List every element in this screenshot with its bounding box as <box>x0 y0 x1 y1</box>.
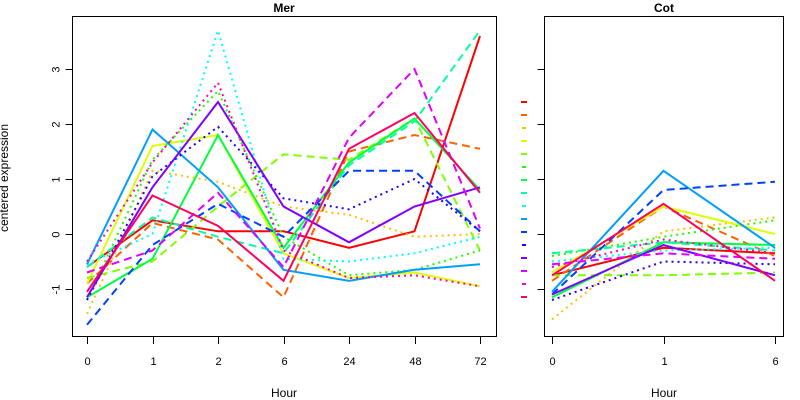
series-line-s3 <box>86 169 481 315</box>
series-line-s3 <box>551 216 776 321</box>
panel-cot: Cot 0 1 6 Hour <box>537 1 784 400</box>
panel-title-mer: Mer <box>273 1 295 15</box>
y-tick-label: -1 <box>51 285 63 295</box>
x-axis-mer: 0 1 2 6 24 48 72 <box>84 337 487 368</box>
series-line-s13 <box>551 243 776 296</box>
series-lines-mer <box>86 27 481 326</box>
series-line-s11 <box>551 180 776 296</box>
y-tick-label: 2 <box>51 121 63 127</box>
series-line-s1 <box>551 246 776 277</box>
x-axis-label-cot: Hour <box>651 386 677 400</box>
series-line-s12 <box>551 260 776 301</box>
series-line-s10 <box>86 127 481 282</box>
series-lines-cot <box>551 169 776 321</box>
series-line-s16 <box>86 111 481 293</box>
series-line-s9 <box>551 246 776 263</box>
x-axis-cot: 0 1 6 <box>549 337 779 368</box>
panel-mer: Mer -1 0 1 2 3 0 1 2 6 24 48 72 Hour <box>51 1 497 400</box>
series-line-s14 <box>86 67 481 274</box>
y-axis-label: centered expression <box>0 124 11 232</box>
plot-frame-cot <box>544 16 784 337</box>
series-line-s9 <box>86 27 481 266</box>
y-axis-mer: -1 0 1 2 3 <box>51 66 73 294</box>
series-line-s8 <box>86 29 481 268</box>
series-line-s1 <box>86 35 481 268</box>
y-tick-label: 1 <box>51 176 63 182</box>
y-axis-cot <box>537 69 545 290</box>
series-line-s16 <box>551 202 776 282</box>
x-tick-label: 6 <box>281 356 287 368</box>
x-axis-label-mer: Hour <box>271 386 297 400</box>
series-line-s14 <box>551 252 776 266</box>
series-line-s15 <box>551 238 776 268</box>
series-line-s5 <box>552 271 776 277</box>
x-tick-label: 1 <box>661 356 667 368</box>
plot-frame-mer <box>72 16 497 337</box>
legend-keys <box>521 101 527 298</box>
series-line-s13 <box>86 100 481 298</box>
x-tick-label: 6 <box>772 356 778 368</box>
x-tick-label: 0 <box>84 356 90 368</box>
y-tick-label: 0 <box>51 231 63 237</box>
x-tick-label: 0 <box>549 356 555 368</box>
series-line-s7 <box>86 117 481 299</box>
x-tick-label: 24 <box>343 356 355 368</box>
series-line-s12 <box>86 125 481 301</box>
x-tick-label: 48 <box>409 356 421 368</box>
x-tick-label: 1 <box>150 356 156 368</box>
y-tick-label: 3 <box>51 66 63 72</box>
series-line-s11 <box>86 169 481 326</box>
series-line-s4 <box>86 133 481 288</box>
series-line-s6 <box>551 219 776 257</box>
panel-title-cot: Cot <box>654 1 674 15</box>
x-tick-label: 2 <box>215 356 221 368</box>
series-line-s2 <box>86 133 481 299</box>
x-tick-label: 72 <box>474 356 486 368</box>
